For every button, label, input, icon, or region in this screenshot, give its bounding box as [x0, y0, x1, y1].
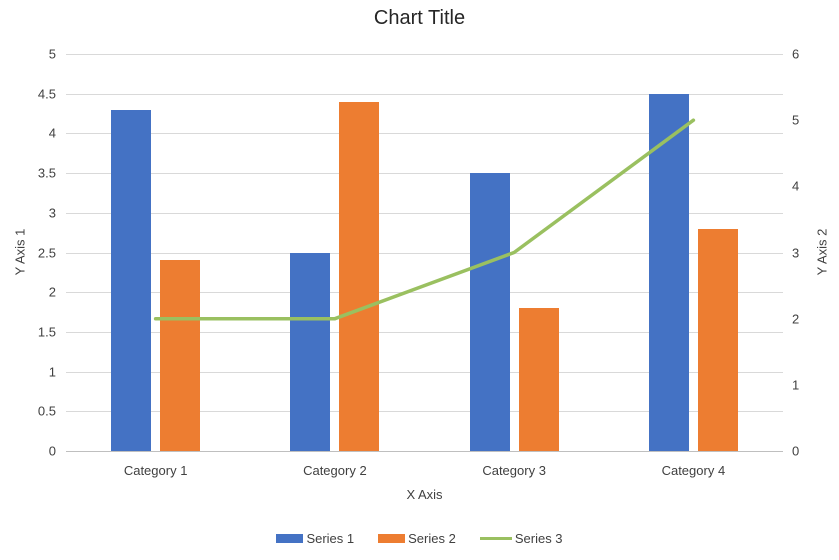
- bar-series-2-4: [697, 228, 738, 451]
- tick-label: 2: [792, 311, 800, 327]
- tick-label: 5: [48, 46, 56, 62]
- legend-label: Series 1: [306, 531, 355, 546]
- legend-line-swatch: [479, 537, 512, 540]
- tick-label: 1.5: [37, 324, 56, 340]
- gridline: [66, 133, 783, 135]
- gridline: [66, 371, 783, 373]
- legend: Series 1 Series 2 Series 3: [0, 531, 839, 546]
- tick-label: 0.5: [37, 403, 56, 419]
- gridline: [66, 93, 783, 95]
- legend-label: Series 2: [408, 531, 456, 546]
- tick-label: 4: [48, 125, 56, 141]
- bar-series-2-2: [339, 101, 380, 451]
- category-label: Category 2: [303, 463, 367, 478]
- gridline: [66, 212, 783, 214]
- bar-series-1-3: [469, 173, 510, 451]
- tick-label: 3.5: [37, 165, 56, 181]
- tick-label: 4: [792, 178, 800, 194]
- x-axis-title: X Axis: [406, 487, 443, 502]
- category-label: Category 3: [482, 463, 546, 478]
- tick-label: 3: [792, 245, 800, 260]
- category-label: Category 4: [661, 463, 726, 478]
- tick-label: 5: [792, 112, 800, 128]
- legend-item-series-1: Series 1: [276, 531, 354, 546]
- tick-label: 1: [792, 377, 800, 393]
- bar-series-2-3: [518, 308, 559, 451]
- gridline: [66, 173, 783, 175]
- tick-label: 2.5: [37, 245, 56, 260]
- gridline: [66, 411, 783, 413]
- tick-label: 3: [48, 205, 56, 221]
- line-series-group: [153, 118, 696, 321]
- category-label: Category 1: [123, 463, 188, 478]
- tick-label: 2: [48, 284, 56, 300]
- bar-series-1-4: [648, 93, 689, 451]
- legend-bar-swatch: [276, 534, 304, 543]
- legend-item-series-2: Series 2: [378, 531, 456, 546]
- legend-item-series-3: Series 3: [479, 531, 563, 546]
- tick-label: 1: [48, 364, 56, 380]
- gridline: [66, 252, 783, 254]
- tick-label: 4.5: [37, 86, 56, 102]
- bar-series-1-2: [290, 252, 331, 451]
- tick-label: 0: [48, 443, 56, 459]
- chart-title: Chart Title: [373, 7, 466, 29]
- tick-label: 6: [792, 46, 800, 62]
- legend-bar-swatch: [378, 534, 406, 543]
- gridline: [66, 292, 783, 294]
- gridline: [66, 331, 783, 333]
- tick-label: 0: [792, 443, 800, 459]
- x-axis-line: [66, 451, 783, 452]
- bar-series-2-1: [160, 260, 201, 451]
- legend-label: Series 3: [514, 531, 563, 546]
- line-series-3: [153, 118, 696, 321]
- bar-series-1-1: [111, 109, 152, 451]
- plot-area: [66, 54, 783, 452]
- gridline: [66, 54, 783, 55]
